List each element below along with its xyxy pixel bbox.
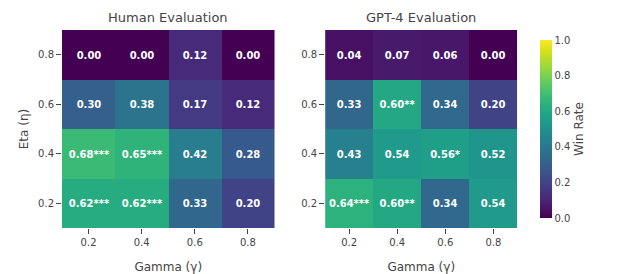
svg-text:0.6: 0.6 bbox=[555, 106, 571, 117]
svg-text:0.60**: 0.60** bbox=[380, 99, 416, 110]
svg-text:0.00: 0.00 bbox=[130, 50, 155, 61]
svg-text:0.6: 0.6 bbox=[301, 99, 317, 110]
svg-text:0.04: 0.04 bbox=[337, 50, 362, 61]
svg-text:0.62***: 0.62*** bbox=[122, 198, 163, 209]
svg-text:0.4: 0.4 bbox=[301, 148, 317, 159]
svg-text:0.4: 0.4 bbox=[134, 237, 150, 248]
svg-text:0.8: 0.8 bbox=[301, 49, 317, 60]
svg-text:0.54: 0.54 bbox=[481, 198, 506, 209]
svg-text:0.2: 0.2 bbox=[301, 198, 317, 209]
svg-text:Gamma (γ): Gamma (γ) bbox=[387, 260, 455, 274]
svg-text:0.52: 0.52 bbox=[481, 149, 506, 160]
svg-text:0.34: 0.34 bbox=[433, 99, 458, 110]
svg-text:Win Rate: Win Rate bbox=[572, 102, 586, 156]
svg-text:Gamma (γ): Gamma (γ) bbox=[134, 260, 202, 274]
svg-text:0.33: 0.33 bbox=[337, 99, 362, 110]
svg-text:0.4: 0.4 bbox=[555, 141, 571, 152]
svg-text:0.6: 0.6 bbox=[38, 99, 54, 110]
svg-text:0.28: 0.28 bbox=[236, 149, 261, 160]
svg-text:0.42: 0.42 bbox=[183, 149, 208, 160]
svg-text:0.56*: 0.56* bbox=[430, 149, 461, 160]
svg-text:0.20: 0.20 bbox=[481, 99, 506, 110]
svg-text:0.65***: 0.65*** bbox=[122, 149, 163, 160]
svg-text:0.60**: 0.60** bbox=[380, 198, 416, 209]
svg-text:0.64***: 0.64*** bbox=[329, 198, 370, 209]
svg-text:0.2: 0.2 bbox=[555, 177, 571, 188]
svg-text:0.4: 0.4 bbox=[389, 237, 405, 248]
svg-text:0.38: 0.38 bbox=[130, 99, 155, 110]
svg-text:0.00: 0.00 bbox=[77, 50, 102, 61]
svg-text:0.8: 0.8 bbox=[485, 237, 501, 248]
svg-text:0.00: 0.00 bbox=[481, 50, 506, 61]
svg-text:0.34: 0.34 bbox=[433, 198, 458, 209]
svg-text:0.20: 0.20 bbox=[236, 198, 261, 209]
svg-text:0.2: 0.2 bbox=[341, 237, 357, 248]
svg-text:0.8: 0.8 bbox=[38, 49, 54, 60]
svg-text:0.12: 0.12 bbox=[236, 99, 261, 110]
svg-text:0.30: 0.30 bbox=[77, 99, 102, 110]
svg-text:0.17: 0.17 bbox=[183, 99, 208, 110]
svg-text:0.8: 0.8 bbox=[240, 237, 256, 248]
svg-text:0.43: 0.43 bbox=[337, 149, 362, 160]
svg-text:0.4: 0.4 bbox=[38, 148, 54, 159]
svg-text:0.33: 0.33 bbox=[183, 198, 208, 209]
svg-text:0.68***: 0.68*** bbox=[69, 149, 110, 160]
svg-text:0.54: 0.54 bbox=[385, 149, 410, 160]
svg-text:Eta (η): Eta (η) bbox=[17, 109, 31, 149]
svg-text:0.6: 0.6 bbox=[187, 237, 203, 248]
svg-text:0.07: 0.07 bbox=[385, 50, 410, 61]
svg-text:0.00: 0.00 bbox=[236, 50, 261, 61]
svg-text:0.6: 0.6 bbox=[437, 237, 453, 248]
svg-text:0.8: 0.8 bbox=[555, 70, 571, 81]
svg-text:GPT-4 Evaluation: GPT-4 Evaluation bbox=[366, 10, 476, 25]
svg-text:Human Evaluation: Human Evaluation bbox=[108, 10, 228, 25]
svg-text:0.12: 0.12 bbox=[183, 50, 208, 61]
svg-text:0.2: 0.2 bbox=[38, 198, 54, 209]
svg-text:0.06: 0.06 bbox=[433, 50, 458, 61]
svg-text:0.0: 0.0 bbox=[555, 213, 571, 224]
svg-text:0.62***: 0.62*** bbox=[69, 198, 110, 209]
svg-text:1.0: 1.0 bbox=[555, 35, 571, 46]
svg-text:0.2: 0.2 bbox=[81, 237, 97, 248]
